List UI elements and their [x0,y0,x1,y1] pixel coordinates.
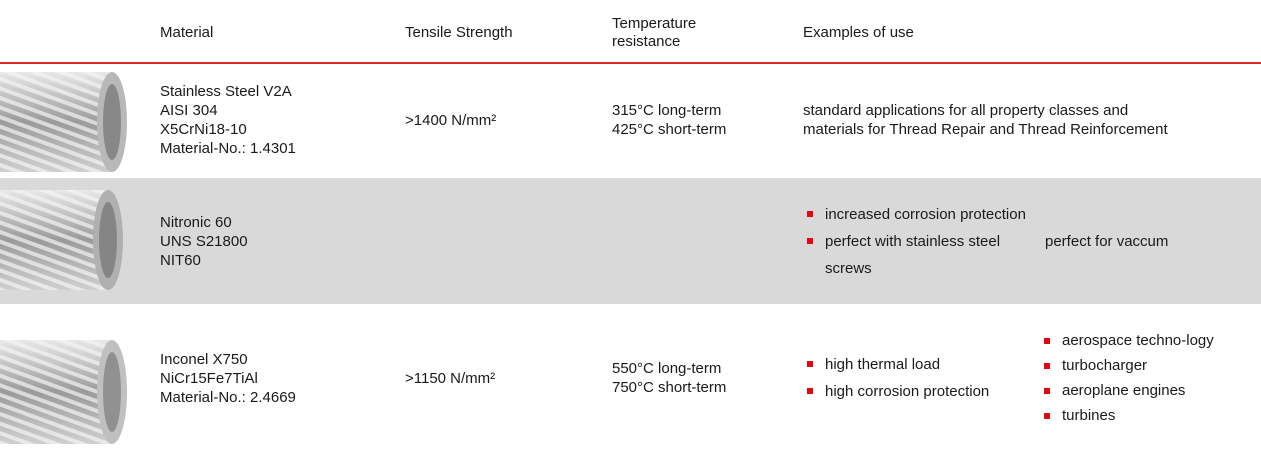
insert-images [0,72,127,444]
temperature-line: 315°C long-term [612,102,722,119]
tensile-cell: >1150 N/mm² [405,369,496,387]
material-cell: Stainless Steel V2A AISI 304 X5CrNi18-10 Ma… [160,62,390,178]
temperature-line: 750°C short-term [612,379,727,396]
material-line: Stainless Steel V2A [160,83,292,100]
examples-note: perfect for vaccum [1045,232,1169,250]
material-line: Material-No.: 2.4669 [160,388,296,406]
bullet-item: high thermal load [803,351,1043,378]
row-shade [0,178,1261,304]
bullet-item: perfect with stainless steel screws [803,228,1035,282]
temperature-cell: 315°C long-term 425°C short-term [612,62,792,178]
temperature-line: 550°C long-term [612,360,722,377]
material-line: Inconel X750 [160,350,248,368]
header-cell: Temperature resistance [612,15,697,50]
bullet-item: aerospace techno-logy [1040,328,1215,353]
bullet-item: high corrosion protection [803,378,1043,405]
bullet-item: turbines [1040,403,1215,428]
examples-list: high thermal load high corrosion protecti… [803,304,1043,452]
insert-1 [0,72,127,172]
insert-3 [0,340,127,444]
examples-cell: standard applications for all property c… [803,62,1258,178]
material-line: NiCr15Fe7TiAl [160,369,258,387]
temperature-cell: 550°C long-term 750°C short-term [612,304,792,452]
header-cell: Examples of use [803,24,914,41]
examples-line: materials for Thread Repair and Thread R… [803,121,1168,138]
material-cell: Inconel X750 NiCr15Fe7TiAl Material-No.: 2… [160,304,390,452]
material-line: Material-No.: 1.4301 [160,140,296,157]
material-line: UNS S21800 [160,232,248,250]
tensile-cell: >1400 N/mm² [405,111,497,129]
material-cell: Nitronic 60 UNS S21800 NIT60 [160,178,390,304]
material-line: AISI 304 [160,102,218,119]
material-line: X5CrNi18-10 [160,121,247,138]
bullet-item: turbocharger [1040,353,1215,378]
bullet-item: increased corrosion protection [803,201,1035,228]
header-cell: Tensile Strength [405,24,513,41]
examples-list-2: aerospace techno-logy turbocharger aeropla… [1040,304,1215,452]
bullet-item: aeroplane engines [1040,378,1215,403]
header-rule [0,62,1261,64]
material-line: NIT60 [160,251,201,269]
temperature-line: 425°C short-term [612,121,727,138]
insert-2 [0,190,123,290]
material-line: Nitronic 60 [160,213,232,231]
header-cell: Material [160,24,214,41]
examples-line: standard applications for all property c… [803,102,1129,119]
examples-list: increased corrosion protection perfect wi… [803,178,1035,304]
